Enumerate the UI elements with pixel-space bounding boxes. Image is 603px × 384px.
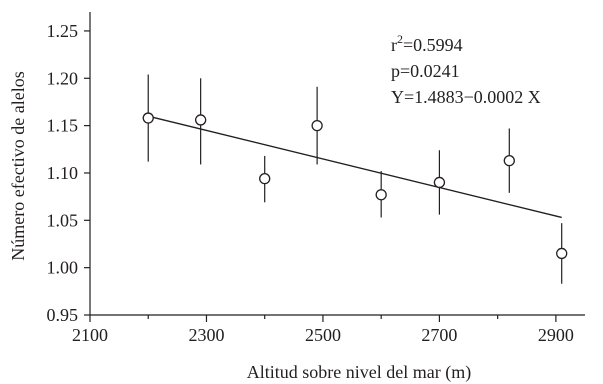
x-tick-label: 2300 [188, 325, 224, 345]
y-axis-label: Número efectivo de alelos [8, 71, 28, 260]
y-axis-ticks: 0.95 1.00 1.05 1.10 1.15 1.20 1.25 [47, 21, 90, 325]
r-squared-value: =0.5994 [403, 35, 463, 55]
data-point [194, 114, 207, 126]
y-tick-label: 1.20 [47, 68, 79, 88]
y-tick-label: 1.15 [47, 116, 79, 136]
data-point [433, 176, 446, 189]
x-tick-label: 2700 [421, 325, 457, 345]
data-point [503, 155, 515, 167]
x-axis-label: Altitud sobre nivel del mar (m) [247, 362, 471, 383]
y-tick-label: 1.25 [47, 21, 79, 41]
regression-stats: r2=0.5994 p=0.0241 Y=1.4883−0.0002 X [391, 32, 541, 107]
data-points [142, 112, 568, 260]
r-squared-base: r [391, 35, 397, 55]
r-squared-annotation: r2=0.5994 [391, 32, 463, 55]
data-point [556, 247, 568, 260]
axes [89, 12, 585, 316]
regression-equation: Y=1.4883−0.0002 X [391, 87, 541, 107]
x-tick-label: 2900 [538, 325, 574, 345]
y-tick-label: 0.95 [47, 305, 79, 325]
x-tick-label: 2500 [305, 325, 341, 345]
x-tick-label: 2100 [72, 325, 108, 345]
y-tick-label: 1.00 [47, 258, 79, 278]
data-point [311, 119, 323, 132]
x-axis-ticks: 2100 2300 2500 2700 2900 [72, 315, 574, 345]
regression-line [148, 115, 562, 219]
data-point [259, 172, 271, 185]
data-point [375, 189, 387, 201]
p-value-annotation: p=0.0241 [391, 61, 460, 81]
y-tick-label: 1.05 [47, 210, 79, 230]
r-squared-exponent: 2 [397, 32, 403, 46]
y-tick-label: 1.10 [47, 163, 79, 183]
data-point [142, 112, 154, 124]
